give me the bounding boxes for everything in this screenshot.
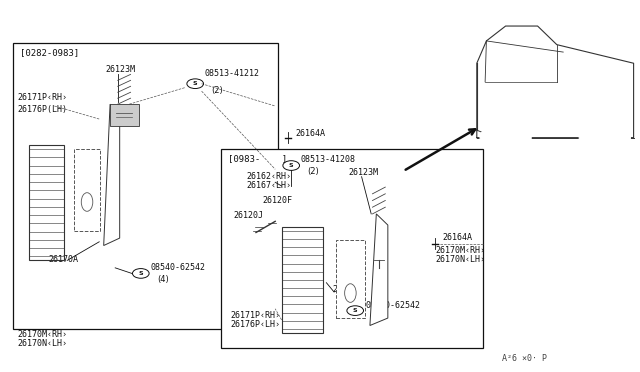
- Text: 26170A: 26170A: [333, 285, 363, 294]
- Text: 26164A: 26164A: [442, 233, 472, 242]
- Circle shape: [592, 130, 618, 145]
- Bar: [74, 149, 100, 231]
- Text: 26164A: 26164A: [295, 129, 325, 138]
- Text: 26123M: 26123M: [349, 168, 379, 177]
- Circle shape: [579, 123, 630, 153]
- Text: S: S: [289, 163, 294, 168]
- Text: [0282-0983]: [0282-0983]: [20, 48, 79, 57]
- Text: 08513-41212: 08513-41212: [205, 69, 260, 78]
- Text: 08513-41208: 08513-41208: [301, 155, 356, 164]
- Text: 26171P‹RH›: 26171P‹RH›: [230, 311, 280, 320]
- Text: 26170M‹RH›: 26170M‹RH›: [18, 330, 68, 339]
- Text: S: S: [353, 308, 358, 313]
- Text: 26120J: 26120J: [234, 211, 264, 219]
- Text: 26176P(LH): 26176P(LH): [18, 105, 68, 113]
- Text: (2): (2): [211, 86, 223, 95]
- Bar: [282, 227, 323, 333]
- Ellipse shape: [81, 193, 93, 211]
- Text: 26162‹RH›: 26162‹RH›: [246, 171, 291, 180]
- Text: (4): (4): [157, 275, 168, 283]
- Text: (2): (2): [307, 167, 319, 176]
- Text: 08540-62542: 08540-62542: [150, 263, 205, 272]
- Bar: [336, 240, 365, 318]
- Text: S: S: [193, 81, 198, 86]
- Text: 26167‹LH›: 26167‹LH›: [246, 181, 291, 190]
- Text: 26176P‹LH›: 26176P‹LH›: [230, 320, 280, 329]
- Text: 26170A: 26170A: [48, 255, 78, 264]
- Text: 26120F: 26120F: [262, 196, 292, 205]
- Bar: [13, 43, 278, 329]
- Circle shape: [493, 130, 518, 145]
- Text: [0983-    ]: [0983- ]: [228, 154, 287, 163]
- Text: 26123M: 26123M: [106, 65, 136, 74]
- Polygon shape: [370, 214, 388, 326]
- Bar: [29, 145, 64, 260]
- Polygon shape: [110, 104, 139, 126]
- Text: (4): (4): [371, 312, 383, 321]
- Circle shape: [480, 123, 531, 153]
- Text: A²6 ×0· P: A²6 ×0· P: [502, 354, 547, 363]
- Text: S: S: [138, 271, 143, 276]
- Text: 26170M‹RH›: 26170M‹RH›: [436, 246, 486, 255]
- Text: 26171P‹RH›: 26171P‹RH›: [18, 93, 68, 102]
- Ellipse shape: [344, 284, 356, 302]
- Text: 08540-62542: 08540-62542: [365, 301, 420, 310]
- Text: 26170N‹LH›: 26170N‹LH›: [436, 255, 486, 264]
- Polygon shape: [104, 104, 120, 246]
- Text: 26170N‹LH›: 26170N‹LH›: [18, 339, 68, 348]
- Bar: [221, 149, 483, 348]
